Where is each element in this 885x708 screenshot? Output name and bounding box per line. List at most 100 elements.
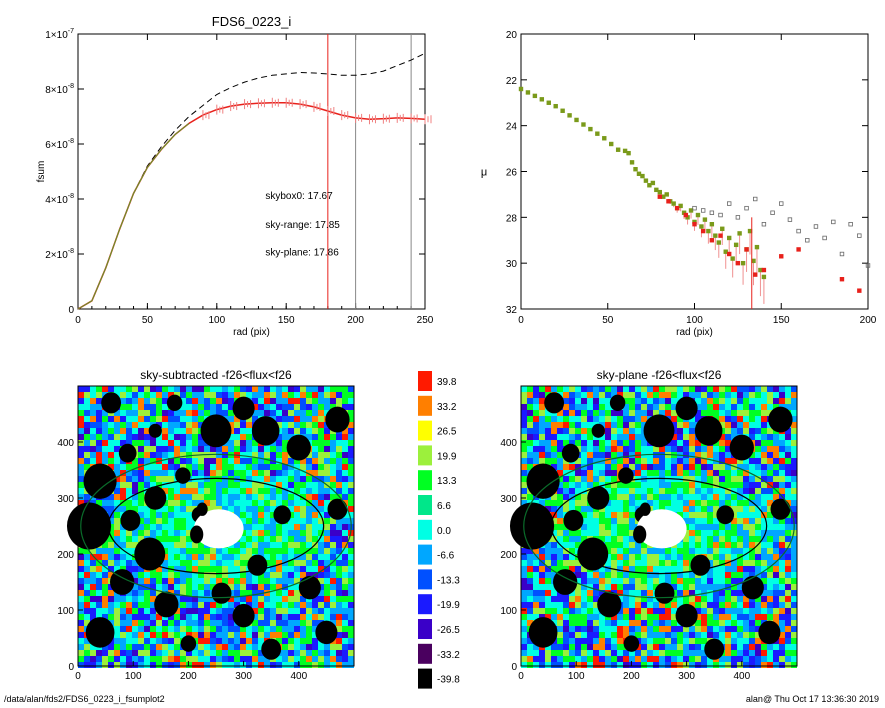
sky-subtracted-map-pixel <box>138 614 144 620</box>
sky-plane-map-pixel <box>611 440 617 446</box>
sky-subtracted-map-pixel <box>108 608 114 614</box>
sky-subtracted-map-pixel <box>348 482 354 488</box>
sky-subtracted-map-pixel <box>192 482 198 488</box>
sky-subtracted-map-pixel <box>198 662 204 668</box>
sky-plane-map-pixel <box>761 500 767 506</box>
sky-subtracted-map-pixel <box>162 656 168 662</box>
sky-subtracted-map-pixel <box>144 662 150 668</box>
fsum-x-tick-label: 250 <box>417 315 434 326</box>
sky-plane-map-pixel <box>743 464 749 470</box>
sky-plane-map-pixel <box>659 560 665 566</box>
sky-subtracted-map-pixel <box>186 620 192 626</box>
sky-plane-map-pixel <box>557 482 563 488</box>
sky-subtracted-map-pixel <box>192 572 198 578</box>
sky-subtracted-map-pixel <box>78 440 84 446</box>
sky-subtracted-map-pixel <box>318 560 324 566</box>
sky-plane-map-pixel <box>671 602 677 608</box>
sky-plane-map-pixel <box>641 572 647 578</box>
sky-plane-map-pixel <box>587 464 593 470</box>
sky-subtracted-map-pixel <box>324 452 330 458</box>
file-path-label: /data/alan/fds2/FDS6_0223_i_fsumplot2 <box>4 694 165 704</box>
sky-plane-map-pixel <box>743 638 749 644</box>
sky-plane-map-pixel <box>599 620 605 626</box>
sky-plane-map-pixel <box>533 422 539 428</box>
sky-plane-map-pixel <box>605 512 611 518</box>
mu-data-point <box>709 238 715 243</box>
sky-plane-map-pixel <box>743 536 749 542</box>
sky-subtracted-map-pixel <box>264 542 270 548</box>
sky-plane-map-pixel <box>761 476 767 482</box>
sky-subtracted-map-pixel <box>120 614 126 620</box>
sky-subtracted-map-pixel <box>312 494 318 500</box>
sky-subtracted-map-pixel <box>174 440 180 446</box>
sky-plane-map-pixel <box>599 614 605 620</box>
sky-subtracted-map-pixel <box>282 476 288 482</box>
sky-subtracted-map-pixel <box>198 398 204 404</box>
sky-subtracted-map-pixel <box>312 434 318 440</box>
sky-subtracted-map-pixel <box>168 554 174 560</box>
sky-subtracted-map-pixel <box>180 632 186 638</box>
sky-plane-map-pixel <box>707 500 713 506</box>
sky-plane-map-pixel <box>623 404 629 410</box>
sky-plane-map-pixel <box>731 578 737 584</box>
sky-subtracted-map-pixel <box>168 446 174 452</box>
sky-subtracted-map-pixel <box>276 578 282 584</box>
sky-subtracted-map-pixel <box>156 440 162 446</box>
sky-plane-map-pixel <box>713 590 719 596</box>
sky-subtracted-map-pixel <box>342 560 348 566</box>
sky-subtracted-map-pixel <box>102 578 108 584</box>
sky-plane-map-pixel <box>521 416 527 422</box>
sky-plane-map-pixel <box>725 494 731 500</box>
sky-plane-map-pixel <box>605 548 611 554</box>
sky-subtracted-map-pixel <box>330 560 336 566</box>
sky-subtracted-map-pixel <box>204 446 210 452</box>
sky-plane-map-pixel <box>773 470 779 476</box>
sky-subtracted-map-pixel <box>270 476 276 482</box>
sky-subtracted-map-pixel <box>288 404 294 410</box>
sky-plane-map-pixel <box>731 524 737 530</box>
sky-plane-map-pixel <box>719 632 725 638</box>
sky-subtracted-map-pixel <box>204 620 210 626</box>
sky-subtracted-map-pixel <box>222 602 228 608</box>
sky-plane-map-pixel <box>767 602 773 608</box>
sky-subtracted-map-pixel <box>324 530 330 536</box>
mu-data-point <box>727 201 732 206</box>
sky-subtracted-map-pixel <box>78 410 84 416</box>
sky-subtracted-map-pixel <box>234 602 240 608</box>
sky-subtracted-map-pixel <box>246 632 252 638</box>
sky-plane-map-pixel <box>785 644 791 650</box>
sky-plane-map-pixel <box>653 560 659 566</box>
sky-plane-map-pixel <box>767 572 773 578</box>
sky-subtracted-map-pixel <box>306 482 312 488</box>
sky-subtracted-map-pixel <box>318 446 324 452</box>
sky-plane-map-pixel <box>623 590 629 596</box>
sky-subtracted-map-pixel <box>234 428 240 434</box>
sky-plane-map-pixel <box>671 446 677 452</box>
sky-subtracted-map-pixel <box>114 416 120 422</box>
sky-subtracted-map-pixel <box>90 614 96 620</box>
sky-plane-map-pixel <box>569 596 575 602</box>
sky-subtracted-map-pixel <box>102 422 108 428</box>
sky-subtracted-map-pixel <box>162 650 168 656</box>
sky-subtracted-map-pixel <box>228 470 234 476</box>
colorbar-swatch <box>418 495 432 515</box>
sky-plane-map-pixel <box>653 638 659 644</box>
mu-data-point <box>692 222 697 227</box>
sky-subtracted-map-pixel <box>138 626 144 632</box>
sky-plane-map-pixel <box>617 488 623 494</box>
sky-plane-map-pixel <box>557 662 563 668</box>
sky-plane-map-pixel <box>617 386 623 392</box>
sky-subtracted-map-pixel <box>288 524 294 530</box>
sky-subtracted-map-pixel <box>282 482 288 488</box>
sky-subtracted-map-pixel <box>252 488 258 494</box>
sky-plane-map-pixel <box>689 644 695 650</box>
sky-plane-map-pixel <box>581 584 587 590</box>
sky-plane-map-pixel <box>557 446 563 452</box>
sky-plane-map-pixel <box>557 596 563 602</box>
sky-plane-map-pixel <box>521 434 527 440</box>
sky-plane-map-pixel <box>779 452 785 458</box>
sky-plane-map-pixel <box>671 644 677 650</box>
sky-plane-map-pixel <box>713 476 719 482</box>
sky-plane-map-pixel <box>545 596 551 602</box>
sky-plane-map-pixel <box>533 458 539 464</box>
